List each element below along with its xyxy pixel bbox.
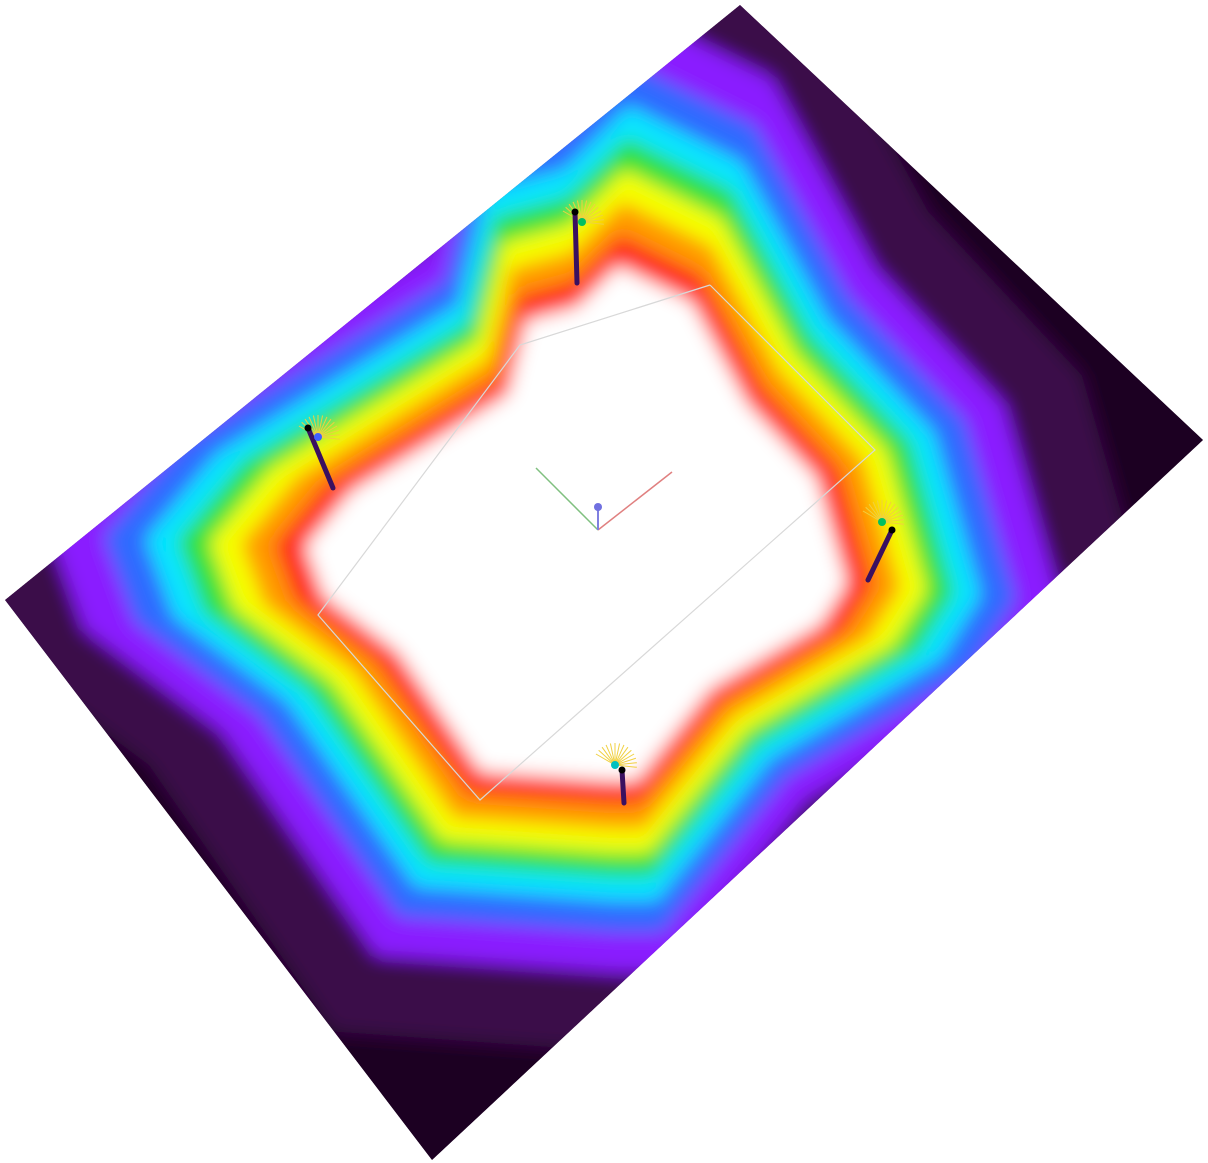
pole-left[interactable] [298,415,340,491]
pole-top[interactable] [562,200,604,286]
field-band-9 [305,265,847,781]
lamp-head [611,761,619,769]
z-axis-knob [594,503,602,511]
lamp-head [878,518,886,526]
pole-shaft [865,527,895,583]
pole-cap [888,526,896,534]
room-outline [317,284,876,801]
pole-cap [618,766,626,774]
lamp-head [314,433,322,441]
x-axis-line [597,471,673,531]
pole-cap [304,424,312,432]
y-axis-line [535,467,599,531]
pole-right[interactable] [862,500,904,583]
lamp-head [578,218,586,226]
pole-shaft [619,767,627,806]
origin-axes [535,467,673,531]
pole-shaft [572,209,580,286]
pole-cap [571,208,579,216]
pole-bottom[interactable] [595,743,637,806]
pole-shaft [305,425,336,491]
